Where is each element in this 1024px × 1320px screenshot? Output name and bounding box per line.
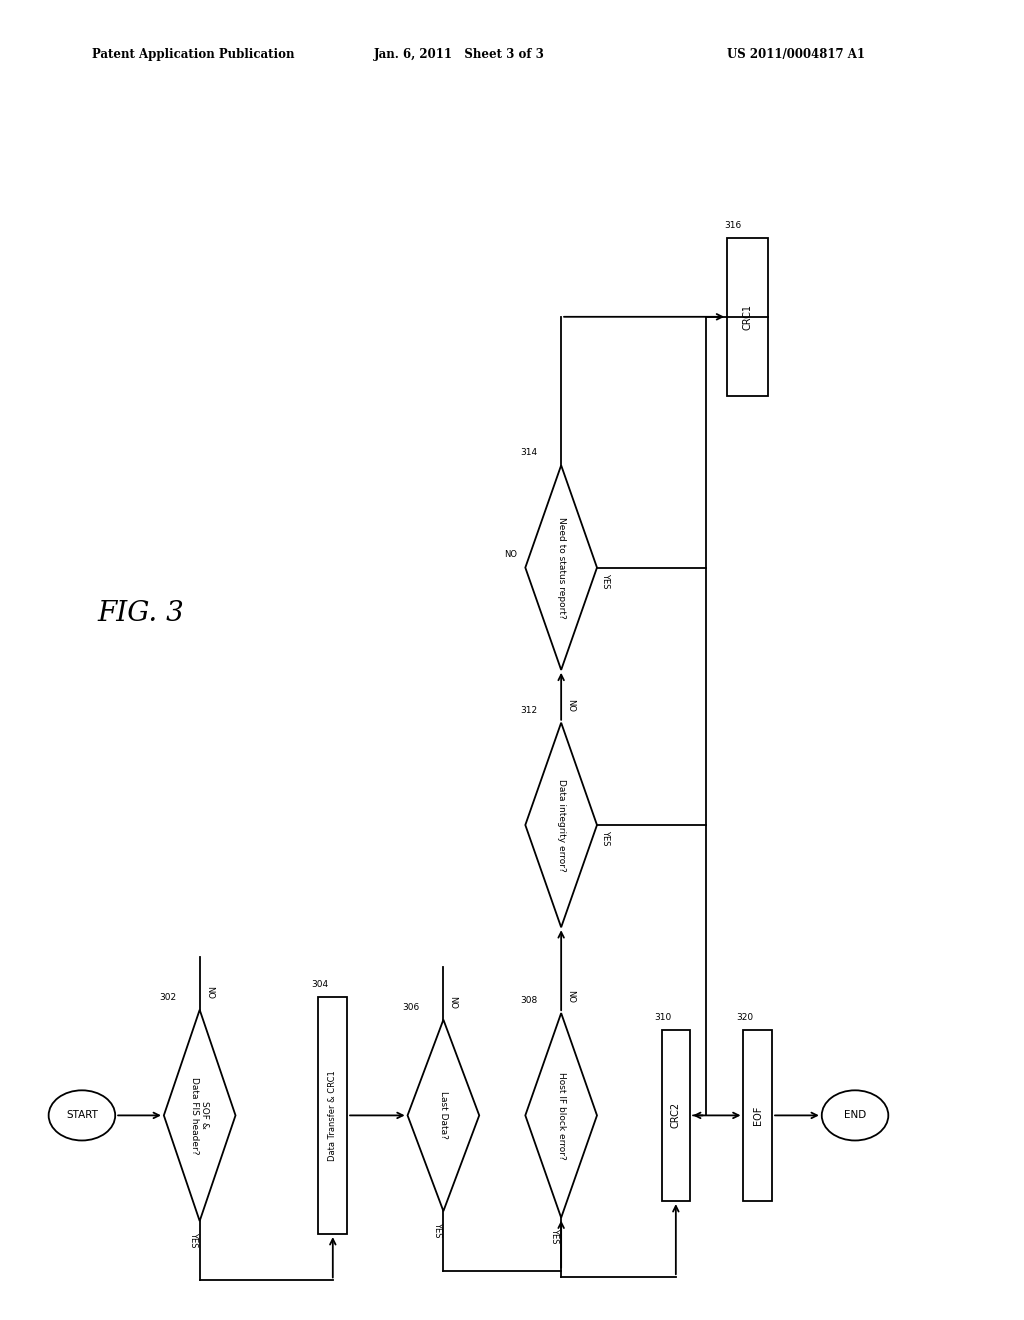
Text: 310: 310: [654, 1012, 672, 1022]
Text: SOF &
Data FIS header?: SOF & Data FIS header?: [190, 1077, 209, 1154]
Text: Need to status report?: Need to status report?: [557, 516, 565, 619]
Text: Host IF block error?: Host IF block error?: [557, 1072, 565, 1159]
Text: NO: NO: [205, 986, 214, 999]
Text: Data Transfer & CRC1: Data Transfer & CRC1: [329, 1071, 337, 1160]
Text: Patent Application Publication: Patent Application Publication: [92, 48, 295, 61]
Text: 306: 306: [402, 1003, 420, 1011]
Bar: [743, 1030, 772, 1201]
Text: 308: 308: [520, 997, 538, 1006]
Text: FIG. 3: FIG. 3: [97, 601, 184, 627]
Text: YES: YES: [433, 1222, 441, 1237]
Text: CRC2: CRC2: [671, 1102, 681, 1129]
Bar: [318, 997, 347, 1234]
Text: Last Data?: Last Data?: [439, 1092, 447, 1139]
Text: NO: NO: [449, 997, 458, 1010]
Text: Data integrity error?: Data integrity error?: [557, 779, 565, 871]
Text: US 2011/0004817 A1: US 2011/0004817 A1: [727, 48, 865, 61]
Text: CRC1: CRC1: [742, 304, 753, 330]
Text: 314: 314: [520, 449, 538, 458]
Text: START: START: [66, 1110, 98, 1121]
Text: EOF: EOF: [753, 1106, 763, 1125]
Text: 312: 312: [520, 706, 538, 715]
Bar: [662, 1030, 690, 1201]
Text: 302: 302: [159, 993, 176, 1002]
Text: NO: NO: [566, 990, 575, 1003]
Text: YES: YES: [601, 573, 610, 589]
Bar: [727, 238, 768, 396]
Text: 320: 320: [736, 1012, 754, 1022]
Text: Jan. 6, 2011   Sheet 3 of 3: Jan. 6, 2011 Sheet 3 of 3: [374, 48, 545, 61]
Text: YES: YES: [551, 1228, 559, 1243]
Text: NO: NO: [566, 700, 575, 713]
Text: YES: YES: [601, 830, 610, 846]
Text: 316: 316: [724, 220, 741, 230]
Text: 304: 304: [311, 979, 329, 989]
Text: NO: NO: [504, 550, 517, 558]
Text: END: END: [844, 1110, 866, 1121]
Text: YES: YES: [189, 1232, 198, 1247]
